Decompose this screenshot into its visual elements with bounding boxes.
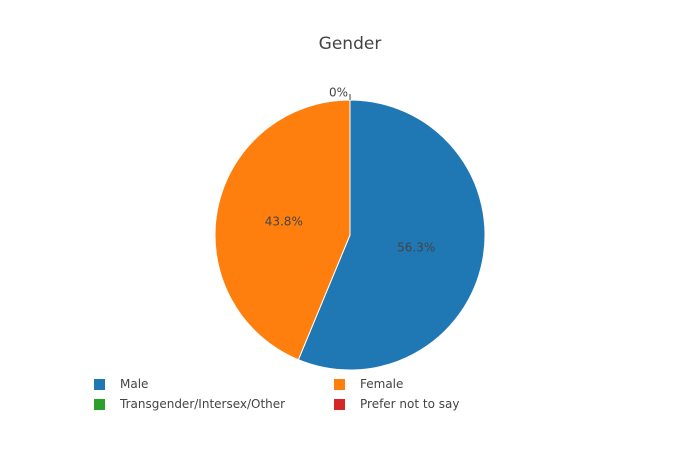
slice-label-male: 56.3% — [397, 241, 435, 255]
legend-label-male: Male — [120, 377, 149, 391]
legend-label-female: Female — [360, 377, 404, 391]
legend-item-female[interactable]: Female — [334, 375, 403, 393]
legend-label-transgender-intersex-other: Transgender/Intersex/Other — [120, 397, 286, 411]
legend-label-prefer-not-to-say: Prefer not to say — [360, 397, 460, 411]
legend-item-male[interactable]: Male — [94, 375, 148, 393]
slice-label-transgender-intersex-other: 0% — [329, 86, 348, 100]
legend-swatch-prefer-not-to-say — [334, 398, 345, 410]
legend-swatch-male — [94, 378, 105, 390]
pie-slice-female[interactable] — [214, 99, 351, 361]
legend-item-transgender-intersex-other[interactable]: Transgender/Intersex/Other — [94, 395, 285, 413]
chart-title: Gender — [318, 34, 382, 54]
slice-label-female: 43.8% — [265, 214, 303, 228]
legend-swatch-transgender-intersex-other — [94, 398, 105, 410]
legend-swatch-female — [334, 378, 345, 390]
legend-item-prefer-not-to-say[interactable]: Prefer not to say — [334, 395, 459, 413]
pie-slice-male[interactable] — [297, 99, 486, 371]
